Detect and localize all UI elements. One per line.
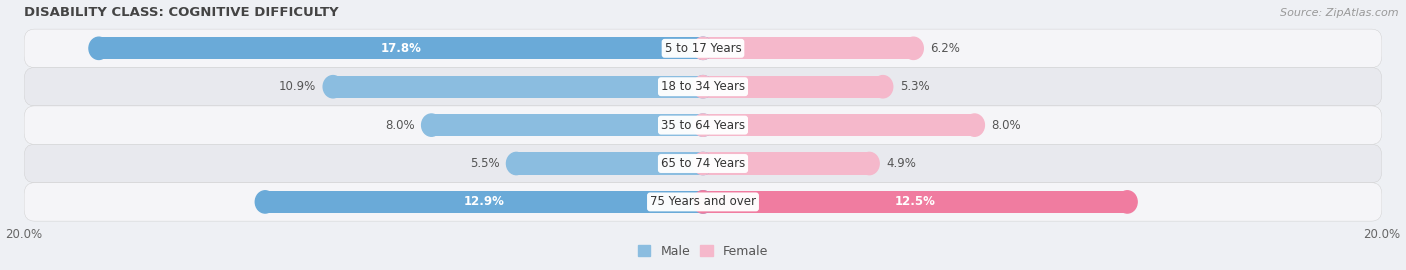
Text: Source: ZipAtlas.com: Source: ZipAtlas.com xyxy=(1281,8,1399,18)
Text: 10.9%: 10.9% xyxy=(278,80,316,93)
FancyBboxPatch shape xyxy=(24,29,1382,68)
FancyBboxPatch shape xyxy=(24,68,1382,106)
Text: 17.8%: 17.8% xyxy=(381,42,422,55)
Circle shape xyxy=(693,76,713,98)
Bar xyxy=(432,114,703,136)
Circle shape xyxy=(859,152,879,175)
Bar xyxy=(703,191,1128,213)
FancyBboxPatch shape xyxy=(24,106,1382,144)
Circle shape xyxy=(693,76,713,98)
Text: 5.3%: 5.3% xyxy=(900,80,929,93)
Text: 12.5%: 12.5% xyxy=(894,195,935,208)
Circle shape xyxy=(693,191,713,213)
Text: 8.0%: 8.0% xyxy=(385,119,415,131)
Circle shape xyxy=(422,114,441,136)
FancyBboxPatch shape xyxy=(24,183,1382,221)
Text: 4.9%: 4.9% xyxy=(886,157,917,170)
Bar xyxy=(98,37,703,59)
Text: DISABILITY CLASS: COGNITIVE DIFFICULTY: DISABILITY CLASS: COGNITIVE DIFFICULTY xyxy=(24,6,339,19)
Circle shape xyxy=(693,191,713,213)
Circle shape xyxy=(904,37,924,59)
Bar xyxy=(516,152,703,175)
Legend: Male, Female: Male, Female xyxy=(633,240,773,263)
Text: 8.0%: 8.0% xyxy=(991,119,1021,131)
Text: 6.2%: 6.2% xyxy=(931,42,960,55)
Circle shape xyxy=(873,76,893,98)
Text: 5.5%: 5.5% xyxy=(470,157,499,170)
Circle shape xyxy=(89,37,108,59)
Text: 12.9%: 12.9% xyxy=(464,195,505,208)
Text: 18 to 34 Years: 18 to 34 Years xyxy=(661,80,745,93)
Circle shape xyxy=(323,76,343,98)
Circle shape xyxy=(965,114,984,136)
Circle shape xyxy=(693,114,713,136)
Text: 5 to 17 Years: 5 to 17 Years xyxy=(665,42,741,55)
Bar xyxy=(333,76,703,98)
Bar xyxy=(703,152,869,175)
Circle shape xyxy=(693,37,713,59)
Text: 35 to 64 Years: 35 to 64 Years xyxy=(661,119,745,131)
Circle shape xyxy=(256,191,276,213)
Bar xyxy=(703,114,974,136)
FancyBboxPatch shape xyxy=(24,144,1382,183)
Bar xyxy=(266,191,703,213)
Circle shape xyxy=(693,152,713,175)
Circle shape xyxy=(693,152,713,175)
Bar xyxy=(703,37,914,59)
Bar xyxy=(703,76,883,98)
Circle shape xyxy=(1118,191,1137,213)
Text: 65 to 74 Years: 65 to 74 Years xyxy=(661,157,745,170)
Text: 75 Years and over: 75 Years and over xyxy=(650,195,756,208)
Circle shape xyxy=(693,37,713,59)
Circle shape xyxy=(506,152,526,175)
Circle shape xyxy=(693,114,713,136)
